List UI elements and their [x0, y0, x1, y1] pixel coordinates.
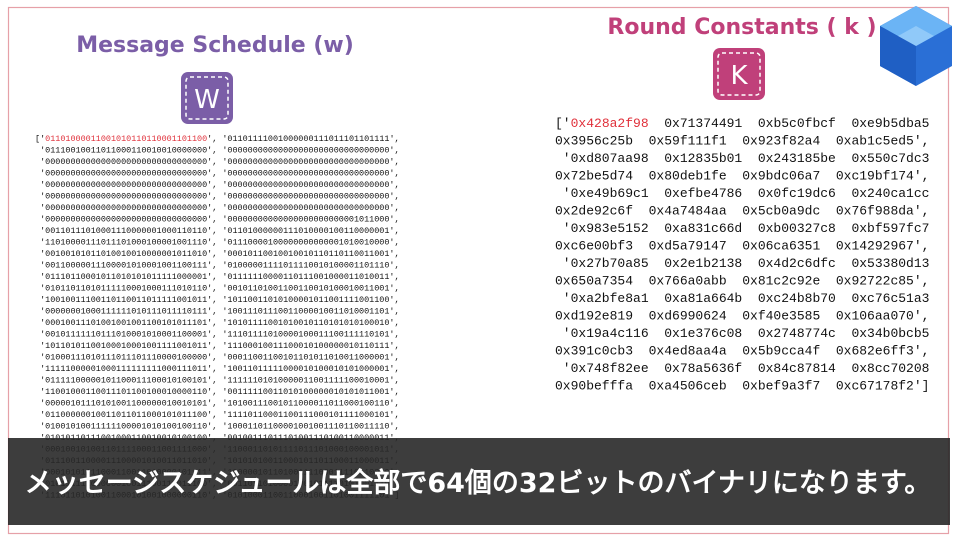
code-rest: 0x71374491 0xb5c0fbcf 0xe9b5dba5	[649, 116, 930, 131]
code-line: '10110101100100010001001111001011', '111…	[35, 341, 400, 351]
code-line: '00000001000111111010111011110111', '100…	[35, 307, 400, 317]
code-line: '11001000110011101100100010000110', '001…	[35, 387, 400, 397]
code-line: '00000000000000000000000000000000', '000…	[35, 215, 400, 225]
code-line: '01100000010011011011000101011100', '111…	[35, 410, 400, 420]
code-line: ['01101000011001010110110001101100', '01…	[35, 134, 400, 144]
frame	[7, 6, 950, 535]
code-line: '0xa2bfe8a1 0xa81a664b 0xc24b8b70 0xc76c…	[555, 291, 929, 306]
logo	[880, 6, 952, 86]
w-icon-border	[185, 76, 229, 120]
code-highlight: 01101000011001010110110001101100	[45, 134, 207, 144]
schedule-title: Message Schedule (w)	[76, 33, 354, 58]
code-line: 0x2de92c6f 0x4a7484aa 0x5cb0a9dc 0x76f98…	[555, 204, 929, 219]
k-icon-border	[717, 52, 761, 96]
code-line: '01011011010111110001000111010110', '001…	[35, 284, 400, 294]
code-line: '00101111110111010001010001100001', '111…	[35, 330, 400, 340]
w-icon	[181, 72, 233, 124]
code-line: 0xd192e819 0xd6990624 0xf40e3585 0x106aa…	[555, 309, 929, 324]
code-line: 0x90befffa 0xa4506ceb 0xbef9a3f7 0xc6717…	[555, 379, 929, 394]
code-line: '0x748f82ee 0x78a5636f 0x84c87814 0x8cc7…	[555, 361, 929, 376]
k-icon	[713, 48, 765, 100]
code-line: 0x72be5d74 0x80deb1fe 0x9bdc06a7 0xc19bf…	[555, 169, 929, 184]
code-line: 0x391c0cb3 0x4ed8aa4a 0x5b9cca4f 0x682e6…	[555, 344, 929, 359]
code-line: 0xc6e00bf3 0xd5a79147 0x06ca6351 0x14292…	[555, 239, 929, 254]
subtitle: メッセージスケジュールは全部で64個の32ビットのバイナリになります。	[25, 467, 931, 499]
constants-title: Round Constants ( k )	[607, 15, 876, 40]
code-line: '00000000000000000000000000000000', '000…	[35, 203, 400, 213]
code-line: '00000101110101001100000010010101', '101…	[35, 399, 400, 409]
code-line: '00100101011010010010000001011010', '000…	[35, 249, 400, 259]
code-line: '00000000000000000000000000000000', '000…	[35, 192, 400, 202]
subtitle-bar	[8, 438, 950, 525]
code-line: '0x983e5152 0xa831c66d 0xb00327c8 0xbf59…	[555, 221, 929, 236]
code-line: '01000111010111011101110000100000', '000…	[35, 353, 400, 363]
code-line: '10010011100110110011011111001011', '101…	[35, 295, 400, 305]
code-highlight: 0x428a2f98	[571, 116, 649, 131]
code-line: '0xd807aa98 0x12835b01 0x243185be 0x550c…	[555, 151, 929, 166]
code-line: '01001010011111100001010100100110', '100…	[35, 422, 400, 432]
code-line: '00000000000000000000000000000000', '000…	[35, 169, 400, 179]
code-line: '00000000000000000000000000000000', '000…	[35, 180, 400, 190]
w-icon-label: W	[194, 85, 220, 115]
code-rest: ', '01101111001000000111011101101111',	[207, 134, 399, 144]
constants-list: ['0x428a2f98 0x71374491 0xb5c0fbcf 0xe9b…	[555, 116, 929, 394]
code-line: '01110110001011010101011111000001', '011…	[35, 272, 400, 282]
code-line: 0x3956c25b 0x59f111f1 0x923f82a4 0xab1c5…	[555, 134, 929, 149]
code-line: '00010011101001001001100101011101', '101…	[35, 318, 400, 328]
code-open: ['	[35, 134, 45, 144]
code-line: '00000000000000000000000000000000', '000…	[35, 157, 400, 167]
code-line: '0xe49b69c1 0xefbe4786 0x0fc19dc6 0x240c…	[555, 186, 929, 201]
code-line: '00110111010001110000001000110110', '011…	[35, 226, 400, 236]
code-line: '01111100000101100011100010100101', '111…	[35, 376, 400, 386]
code-line: ['0x428a2f98 0x71374491 0xb5c0fbcf 0xe9b…	[555, 116, 929, 131]
code-line: '11111000001000111111111000111011', '100…	[35, 364, 400, 374]
code-line: '01110010011011000110010010000000', '000…	[35, 146, 400, 156]
code-open: ['	[555, 116, 571, 131]
k-icon-label: K	[730, 61, 748, 91]
code-line: '0x27b70a85 0x2e1b2138 0x4d2c6dfc 0x5338…	[555, 256, 929, 271]
code-line: '0x19a4c116 0x1e376c08 0x2748774c 0x34b0…	[555, 326, 929, 341]
code-line: '00110000011100001010001001100111', '010…	[35, 261, 400, 271]
code-line: 0x650a7354 0x766a0abb 0x81c2c92e 0x92722…	[555, 274, 929, 289]
code-line: '11010000111011101000100001001110', '011…	[35, 238, 400, 248]
